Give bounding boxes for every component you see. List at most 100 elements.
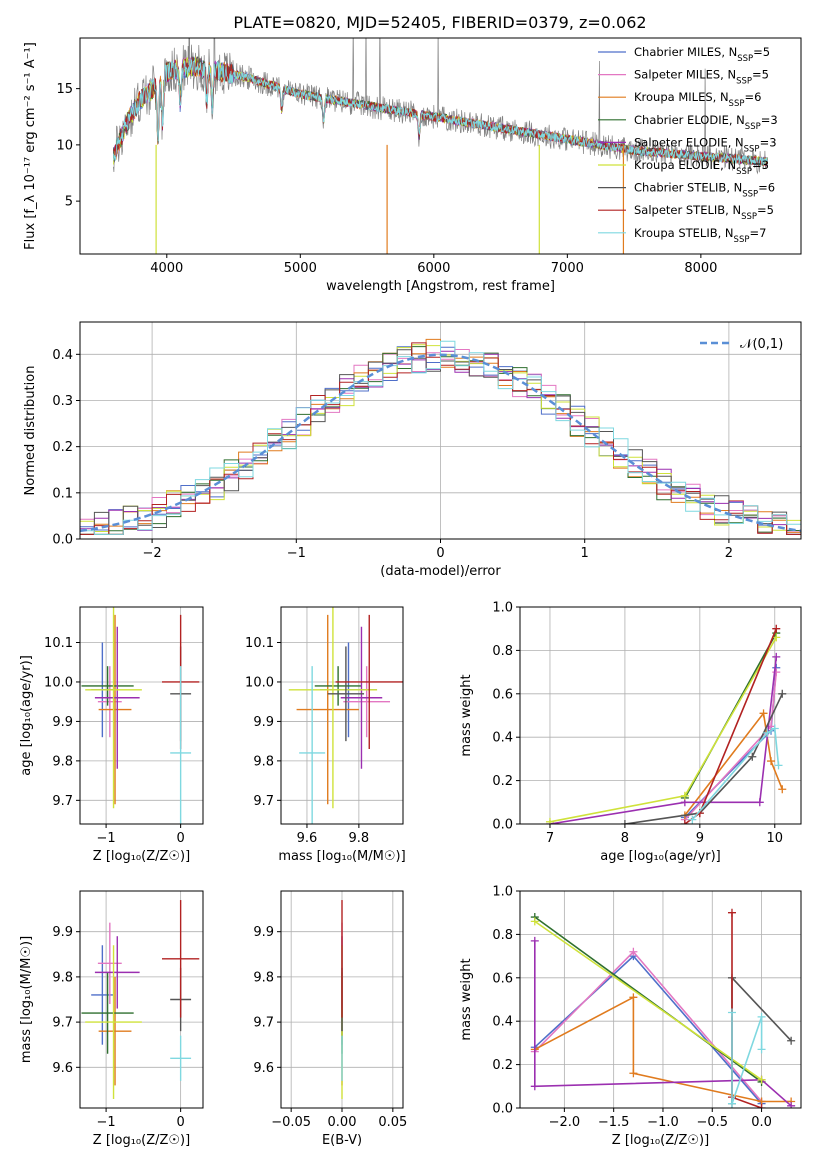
- y-tick-label: 0.0: [492, 1102, 513, 1117]
- x-tick-label: 9: [696, 831, 704, 846]
- weight-marker: [545, 817, 554, 824]
- y-tick-label: 9.8: [253, 754, 274, 769]
- weight-marker: [530, 936, 539, 945]
- y-tick-label: 10: [56, 138, 73, 153]
- y-axis-label: mass weight: [459, 674, 474, 756]
- plot-area-weight_vs_age: [545, 624, 787, 824]
- panel-age_vs_mass: [281, 607, 403, 824]
- x-axis-label: (data-model)/error: [380, 564, 501, 579]
- y-tick-label: 5: [65, 195, 73, 210]
- weight-line: [624, 693, 784, 824]
- x-axis-label: mass [log₁₀(M/M☉)]: [278, 849, 405, 864]
- axes-box: [519, 606, 802, 825]
- plot-area-mass_vs_Z: [81, 900, 200, 1099]
- y-tick-label: 9.7: [52, 1016, 73, 1031]
- y-tick-label: 0.8: [492, 644, 513, 659]
- y-tick-label: 0.2: [52, 440, 73, 455]
- weight-line: [549, 656, 778, 824]
- plot-area-spectrum: [113, 38, 768, 254]
- y-tick-label: 9.8: [52, 970, 73, 985]
- weight-marker: [787, 1101, 796, 1108]
- legend-nssp: =3: [761, 113, 778, 127]
- weight-marker: [757, 1075, 766, 1084]
- panel-mass_vs_ebv: [281, 891, 403, 1108]
- axes-frame-spectrum: 4000 5000 6000 7000 8000 5 10 15 wavelength [Ang…: [23, 37, 802, 294]
- spectrum-model-kroupa-stelib: [113, 58, 768, 167]
- x-tick-label: 1: [581, 546, 589, 561]
- y-tick-label: 0.1: [52, 486, 73, 501]
- x-tick-label: −1.5: [598, 1115, 630, 1130]
- x-tick-label: 9.8: [349, 831, 370, 846]
- panel-mass_vs_Z: [80, 891, 203, 1108]
- plot-area-age_vs_mass: [288, 607, 403, 824]
- weight-marker: [688, 815, 697, 824]
- weight-marker: [757, 1012, 766, 1021]
- weight-marker: [629, 993, 638, 1002]
- legend-subscript: SSP: [745, 122, 761, 132]
- x-axis-label: E(B-V): [322, 1133, 362, 1148]
- legend-nssp: =3: [752, 158, 769, 172]
- x-tick-label: 0: [436, 546, 444, 561]
- weight-marker: [763, 728, 772, 737]
- weight-marker: [727, 908, 736, 917]
- legend-subscript: SSP: [744, 144, 760, 154]
- x-tick-label: 7000: [551, 261, 584, 276]
- legend-nssp: =5: [753, 45, 770, 59]
- weight-marker: [680, 820, 689, 824]
- weight-marker: [772, 624, 781, 633]
- x-tick-label: 0: [176, 831, 184, 846]
- x-tick-label: 9.6: [297, 831, 318, 846]
- legend-nssp: =7: [749, 226, 766, 240]
- y-tick-label: 9.7: [253, 794, 274, 809]
- legend-nssp: =6: [744, 90, 761, 104]
- y-axis-label: Normed distribution: [23, 366, 38, 496]
- x-tick-label: −1: [97, 1115, 116, 1130]
- weight-line: [534, 940, 792, 1107]
- legend-nssp: =5: [757, 203, 774, 217]
- x-axis-label: Z [log₁₀(Z/Z☉)]: [93, 849, 190, 864]
- y-tick-label: 0.0: [52, 533, 73, 548]
- x-tick-label: 0.00: [328, 1115, 357, 1130]
- x-tick-label: −0.5: [696, 1115, 728, 1130]
- x-axis-label: wavelength [Angstrom, rest frame]: [326, 279, 555, 294]
- panel-age_vs_Z: [80, 607, 203, 824]
- x-tick-label: −2: [143, 546, 162, 561]
- weight-marker: [530, 917, 539, 926]
- x-tick-label: 4000: [150, 261, 183, 276]
- weight-line: [534, 920, 763, 1081]
- y-tick-label: 9.7: [52, 794, 73, 809]
- axes-frame-mass_vs_Z: −1 0 9.6 9.7 9.8 9.9 Z [log₁₀(Z/Z☉)] mass [log₁…: [19, 890, 204, 1148]
- weight-marker: [778, 689, 787, 698]
- y-tick-label: 0.0: [492, 818, 513, 833]
- x-axis-label: Z [log₁₀(Z/Z☉)]: [612, 1133, 709, 1148]
- axes-box: [79, 606, 204, 825]
- y-tick-label: 1.0: [492, 601, 513, 616]
- x-axis-label: age [log₁₀(age/yr)]: [600, 849, 721, 864]
- weight-marker: [755, 798, 764, 807]
- axes-frame-mass_vs_ebv: −0.05 0.00 0.05 9.6 9.7 9.8 9.9 E(B-V): [253, 890, 407, 1148]
- weight-marker: [530, 1082, 539, 1091]
- axes-frame-weight_vs_age: 7 8 9 10 0.0 0.2 0.4 0.6 0.8 1.0 age [log₁₀(age/yr…: [459, 601, 802, 864]
- y-axis-label: Flux [f_λ 10⁻¹⁷ erg cm⁻² s⁻¹ A⁻¹]: [23, 42, 38, 250]
- weight-marker: [757, 1045, 766, 1054]
- x-tick-label: 5000: [284, 261, 317, 276]
- panel-weight_vs_age: [520, 606, 801, 825]
- axes-box: [280, 606, 404, 825]
- weight-marker: [727, 1008, 736, 1017]
- x-tick-label: −2.0: [549, 1115, 581, 1130]
- y-tick-label: 9.9: [52, 925, 73, 940]
- axes-frame-residuals: −2 −1 0 1 2 0.0 0.1 0.2 0.3 0.4 (data-model)/error…: [23, 321, 802, 579]
- plot-area-age_vs_Z: [81, 607, 200, 824]
- weight-marker: [727, 1099, 736, 1108]
- weight-marker: [629, 1069, 638, 1078]
- plot-area-residuals: [80, 338, 801, 535]
- weight-marker: [759, 709, 768, 718]
- y-axis-label: mass weight: [459, 958, 474, 1040]
- y-tick-label: 0.8: [492, 928, 513, 943]
- figure-title: PLATE=0820, MJD=52405, FIBERID=0379, z=0…: [233, 13, 646, 32]
- y-tick-label: 10.0: [44, 675, 73, 690]
- weight-line: [731, 1012, 763, 1104]
- legend-subscript: SSP: [729, 99, 745, 109]
- axes-box: [519, 890, 802, 1109]
